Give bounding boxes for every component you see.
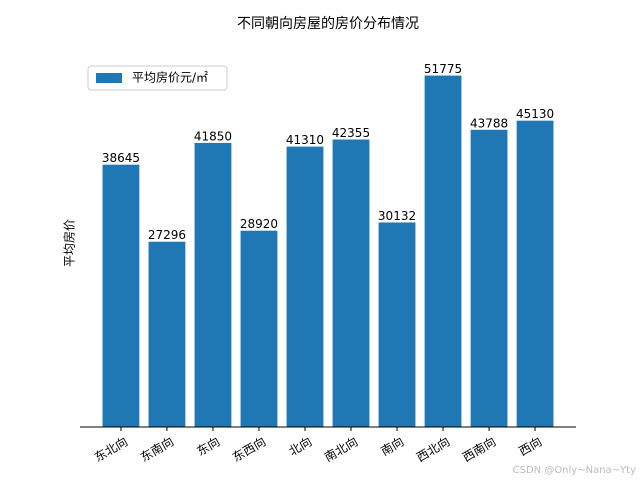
data-label: 38645 — [102, 151, 140, 165]
data-label: 28920 — [240, 217, 278, 231]
bar — [424, 75, 462, 427]
y-axis-label: 平均房价 — [62, 219, 77, 267]
bar — [470, 129, 508, 427]
x-tick-label: 东南向 — [138, 434, 177, 465]
legend-box — [87, 65, 228, 91]
data-label: 30132 — [378, 209, 416, 223]
x-tick-label: 南北向 — [322, 434, 361, 465]
bar — [332, 139, 370, 427]
data-label: 41310 — [286, 133, 324, 147]
x-tick-label: 东北向 — [92, 434, 131, 465]
chart-title: 不同朝向房屋的房价分布情况 — [237, 16, 419, 32]
data-label: 45130 — [516, 107, 554, 121]
bar — [378, 222, 416, 427]
x-tick-label: 南向 — [378, 434, 406, 459]
bar — [102, 164, 140, 427]
data-label: 51775 — [424, 62, 462, 76]
x-tick-label: 东向 — [194, 434, 222, 459]
x-tick-label: 东西向 — [230, 434, 269, 465]
x-tick-label: 西向 — [516, 434, 544, 459]
data-label: 43788 — [470, 116, 508, 130]
bar — [286, 146, 324, 427]
legend-label: 平均房价元/㎡ — [132, 70, 208, 85]
x-tick-label: 西北向 — [414, 434, 453, 465]
x-tick-label: 西南向 — [460, 434, 499, 465]
watermark: CSDN @Only~Nana~Yty — [513, 465, 636, 476]
bar — [194, 142, 232, 428]
data-label: 41850 — [194, 129, 232, 143]
bar — [148, 241, 186, 427]
data-label: 42355 — [332, 126, 370, 140]
x-tick-label: 北向 — [286, 434, 314, 459]
bar — [240, 230, 278, 427]
data-label: 27296 — [148, 228, 186, 242]
legend-swatch — [96, 73, 122, 83]
bar — [516, 120, 554, 427]
